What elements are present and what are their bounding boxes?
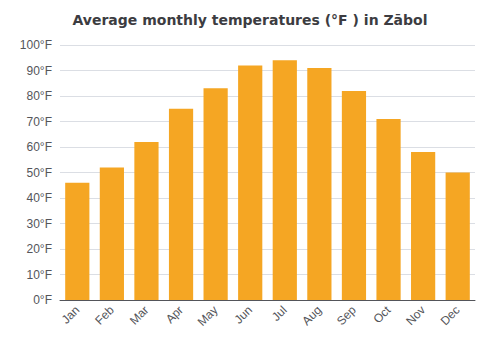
svg-text:40°F: 40°F [27,191,52,205]
svg-text:Apr: Apr [163,303,186,326]
svg-text:Average monthly temperatures (: Average monthly temperatures (°F ) in Zā… [72,12,427,28]
svg-text:Dec: Dec [438,303,463,328]
svg-text:80°F: 80°F [27,89,52,103]
svg-text:60°F: 60°F [27,140,52,154]
svg-text:90°F: 90°F [27,64,52,78]
svg-text:May: May [195,303,221,329]
svg-text:Jun: Jun [232,303,256,327]
svg-text:30°F: 30°F [27,217,52,231]
svg-text:Jul: Jul [269,303,290,324]
svg-text:Mar: Mar [127,303,152,327]
svg-text:Feb: Feb [92,303,117,328]
svg-text:Sep: Sep [334,303,359,328]
svg-text:Aug: Aug [299,303,324,328]
svg-text:0°F: 0°F [33,293,52,307]
svg-text:20°F: 20°F [27,242,52,256]
svg-text:50°F: 50°F [27,166,52,180]
svg-text:Nov: Nov [403,303,428,328]
svg-text:10°F: 10°F [27,268,52,282]
svg-text:100°F: 100°F [20,38,52,52]
svg-text:Oct: Oct [370,303,394,327]
svg-text:Jan: Jan [59,303,83,327]
svg-text:70°F: 70°F [27,115,52,129]
